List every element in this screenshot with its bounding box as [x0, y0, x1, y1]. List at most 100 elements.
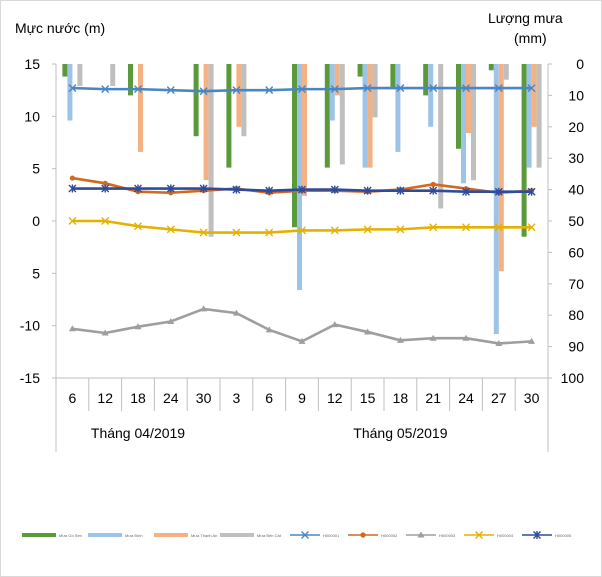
rain-bar-2	[138, 64, 143, 152]
level-point-3	[101, 217, 110, 225]
x-tick-label: 24	[163, 390, 179, 406]
month-label: Tháng 04/2019	[91, 425, 185, 441]
level-point-3	[330, 226, 339, 235]
rain-bar-2	[466, 64, 471, 134]
level-point-3	[166, 225, 175, 234]
level-point-4	[396, 186, 405, 195]
legend-swatch-rain	[154, 533, 188, 537]
rain-bar-1	[297, 64, 302, 291]
x-tick-label: 15	[360, 390, 376, 406]
legend-marker	[360, 532, 366, 538]
rain-bar-2	[302, 64, 307, 196]
rain-bar-0	[292, 64, 297, 228]
rain-bar-3	[208, 64, 214, 237]
level-point-2	[232, 309, 240, 316]
rain-bar-0	[62, 64, 68, 77]
level-point-2	[134, 323, 142, 330]
rain-bar-3	[536, 64, 542, 168]
level-point-0	[134, 85, 142, 94]
legend-marker	[533, 531, 541, 539]
x-tick-label: 6	[265, 390, 273, 406]
rain-bar-1	[395, 64, 401, 152]
level-point-1	[168, 190, 174, 196]
level-point-4	[363, 186, 372, 195]
level-point-3	[462, 223, 470, 232]
rain-bar-2	[531, 64, 537, 127]
level-point-2	[462, 334, 470, 341]
level-point-3	[298, 226, 306, 235]
level-point-0	[527, 84, 536, 93]
left-tick-label: -15	[20, 370, 40, 386]
level-point-0	[494, 84, 503, 93]
rain-bar-2	[203, 64, 209, 181]
legend-label: H000003	[439, 533, 456, 538]
rain-bar-3	[241, 64, 247, 137]
rain-bar-3	[372, 64, 378, 118]
level-point-4	[265, 186, 274, 195]
level-point-2	[68, 325, 76, 332]
x-tick-label: 12	[327, 390, 343, 406]
level-point-0	[199, 87, 208, 96]
level-point-3	[396, 225, 405, 234]
level-point-4	[68, 184, 77, 193]
level-point-2	[298, 337, 306, 344]
rain-bar-1	[461, 64, 466, 184]
rain-bar-0	[357, 64, 363, 77]
legend-label: Mưa Bến Cát	[257, 533, 282, 538]
level-point-3	[68, 217, 77, 225]
rain-bar-2	[334, 64, 340, 96]
rain-bar-2	[498, 64, 504, 272]
legend-marker	[417, 531, 425, 538]
rain-bar-1	[67, 64, 73, 121]
level-point-3	[363, 225, 372, 234]
level-point-4	[298, 185, 306, 194]
x-tick-label: 3	[233, 390, 241, 406]
x-tick-label: 12	[97, 390, 113, 406]
level-point-2	[331, 321, 339, 328]
level-point-3	[199, 228, 208, 237]
level-point-4	[462, 187, 470, 196]
left-tick-label: 5	[32, 161, 40, 177]
level-point-2	[495, 339, 503, 346]
level-point-2	[364, 328, 372, 335]
rain-bar-0	[521, 64, 527, 237]
right-tick-label: 40	[568, 182, 584, 198]
legend-swatch-rain	[88, 533, 122, 537]
left-tick-label: 5	[32, 265, 40, 281]
right-tick-label: 50	[568, 213, 584, 229]
level-point-2	[101, 329, 109, 336]
right-tick-label: 60	[568, 244, 584, 260]
x-tick-label: 30	[196, 390, 212, 406]
x-tick-label: 27	[491, 390, 507, 406]
right-tick-label: 20	[568, 119, 584, 135]
x-tick-label: 24	[458, 390, 474, 406]
level-point-0	[462, 84, 470, 93]
level-point-3	[429, 223, 438, 232]
level-point-0	[429, 84, 438, 93]
level-point-3	[232, 228, 241, 237]
left-tick-label: 0	[32, 213, 40, 229]
month-label: Tháng 05/2019	[353, 425, 447, 441]
right-axis-title: Lượng mưa	[488, 10, 563, 26]
rain-bar-3	[77, 64, 83, 86]
rain-bar-3	[438, 64, 444, 209]
level-point-2	[429, 334, 437, 341]
legend-label: Mưa Thạnh An	[191, 533, 217, 538]
rain-bar-0	[488, 64, 494, 71]
right-tick-label: 10	[568, 87, 584, 103]
rain-bar-0	[226, 64, 232, 168]
level-point-1	[69, 175, 75, 181]
level-point-2	[200, 305, 208, 312]
x-tick-label: 9	[298, 390, 306, 406]
level-point-2	[265, 326, 273, 333]
legend-label: Mưa Gò Sen	[59, 533, 82, 538]
level-point-0	[298, 85, 306, 94]
left-axis-title: Mực nước (m)	[15, 20, 106, 36]
level-point-3	[527, 223, 536, 232]
rain-bar-1	[526, 64, 532, 168]
rain-bar-0	[128, 64, 133, 96]
rain-bar-0	[390, 64, 396, 90]
level-point-0	[363, 84, 372, 93]
legend-marker	[301, 531, 309, 539]
